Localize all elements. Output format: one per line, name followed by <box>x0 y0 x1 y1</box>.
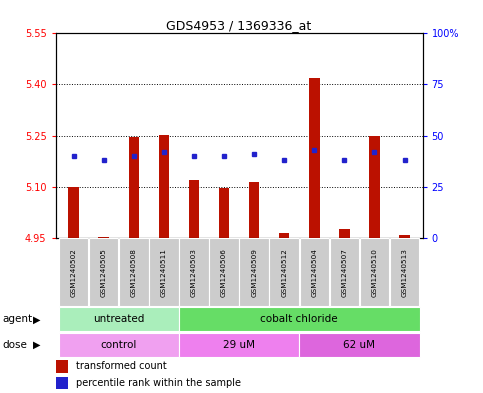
Text: GSM1240506: GSM1240506 <box>221 248 227 297</box>
Bar <box>58 307 179 331</box>
Bar <box>249 182 259 238</box>
Bar <box>309 78 320 238</box>
Title: GDS4953 / 1369336_at: GDS4953 / 1369336_at <box>167 19 312 32</box>
Text: untreated: untreated <box>93 314 144 324</box>
Bar <box>179 239 209 306</box>
Text: GSM1240511: GSM1240511 <box>161 248 167 297</box>
Text: control: control <box>100 340 137 350</box>
Bar <box>158 135 169 238</box>
Text: 62 uM: 62 uM <box>343 340 375 350</box>
Text: cobalt chloride: cobalt chloride <box>260 314 338 324</box>
Text: GSM1240502: GSM1240502 <box>71 248 77 297</box>
Bar <box>369 136 380 238</box>
Bar <box>179 307 420 331</box>
Text: GSM1240510: GSM1240510 <box>371 248 378 297</box>
Bar <box>89 239 118 306</box>
Bar <box>279 233 289 238</box>
Bar <box>270 239 299 306</box>
Bar <box>68 187 79 238</box>
Bar <box>58 333 179 357</box>
Text: GSM1240505: GSM1240505 <box>100 248 107 297</box>
Bar <box>149 239 179 306</box>
Bar <box>119 239 148 306</box>
Bar <box>59 239 88 306</box>
Text: GSM1240507: GSM1240507 <box>341 248 347 297</box>
Bar <box>299 239 329 306</box>
Text: agent: agent <box>2 314 32 324</box>
Bar <box>56 376 69 389</box>
Text: GSM1240504: GSM1240504 <box>312 248 317 297</box>
Text: GSM1240503: GSM1240503 <box>191 248 197 297</box>
Bar <box>299 333 420 357</box>
Bar <box>339 229 350 238</box>
Text: GSM1240513: GSM1240513 <box>401 248 408 297</box>
Text: GSM1240512: GSM1240512 <box>281 248 287 297</box>
Bar <box>56 360 69 373</box>
Bar <box>399 235 410 238</box>
Bar <box>209 239 239 306</box>
Bar <box>189 180 199 238</box>
Text: GSM1240508: GSM1240508 <box>131 248 137 297</box>
Bar <box>128 137 139 238</box>
Text: 29 uM: 29 uM <box>223 340 255 350</box>
Text: dose: dose <box>2 340 28 350</box>
Bar <box>390 239 419 306</box>
Text: ▶: ▶ <box>33 340 41 350</box>
Bar <box>219 188 229 238</box>
Text: transformed count: transformed count <box>76 361 167 371</box>
Bar <box>179 333 299 357</box>
Text: GSM1240509: GSM1240509 <box>251 248 257 297</box>
Text: percentile rank within the sample: percentile rank within the sample <box>76 378 241 388</box>
Bar <box>330 239 359 306</box>
Bar <box>99 237 109 238</box>
Text: ▶: ▶ <box>33 314 41 324</box>
Bar <box>240 239 269 306</box>
Bar <box>360 239 389 306</box>
